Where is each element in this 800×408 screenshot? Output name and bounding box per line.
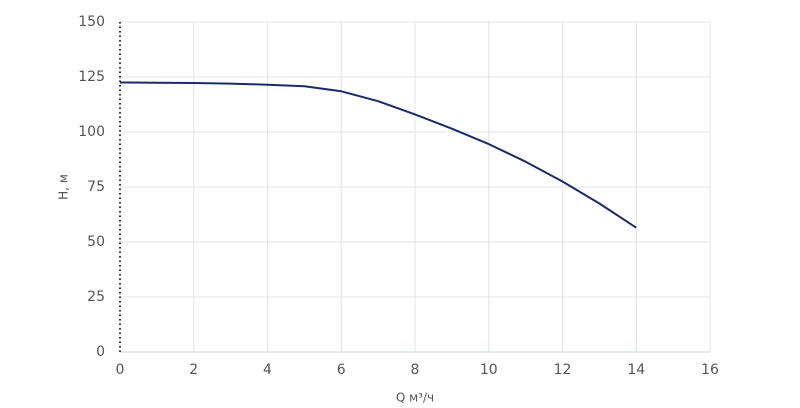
y-tick-label: 75 xyxy=(87,179,105,195)
x-tick-label: 6 xyxy=(337,362,346,378)
y-tick-label: 50 xyxy=(87,234,105,250)
x-tick-label: 14 xyxy=(627,362,645,378)
x-axis-label: Q м³/ч xyxy=(396,391,434,405)
x-tick-label: 16 xyxy=(701,362,719,378)
x-tick-label: 4 xyxy=(263,362,272,378)
y-tick-label: 25 xyxy=(87,289,105,305)
x-tick-label: 10 xyxy=(480,362,498,378)
x-tick-label: 2 xyxy=(189,362,198,378)
x-tick-label: 0 xyxy=(116,362,125,378)
x-tick-label: 8 xyxy=(411,362,420,378)
y-tick-label: 150 xyxy=(78,14,105,30)
y-axis-label: H, м xyxy=(57,174,71,200)
x-tick-label: 12 xyxy=(554,362,572,378)
y-tick-label: 125 xyxy=(78,69,105,85)
y-tick-label: 100 xyxy=(78,124,105,140)
data-line xyxy=(119,81,637,229)
y-tick-label: 0 xyxy=(96,344,105,360)
